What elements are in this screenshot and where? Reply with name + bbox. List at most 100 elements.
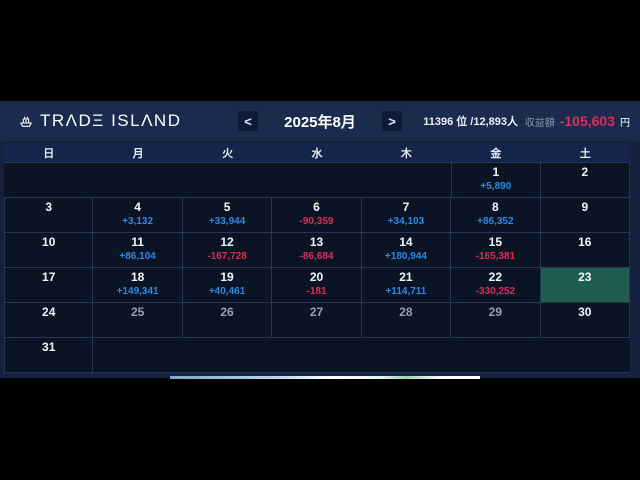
calendar-cell[interactable]: 25 [93,303,183,338]
day-number: 20 [309,270,324,284]
day-number: 8 [492,200,499,214]
calendar-cell[interactable]: 4 +3,132 [93,198,183,233]
daily-profit-value: +180,944 [384,251,427,262]
ship-icon [18,113,34,129]
day-number: 30 [578,305,592,319]
daily-profit-value: +86,104 [119,251,156,262]
calendar-cell[interactable]: 10 [4,233,94,268]
profit-unit: 円 [620,117,630,129]
weekday-label: 土 [579,147,591,160]
ranking-text: 11396 位 /12,893人 [423,116,518,128]
calendar-cell[interactable]: 8 +86,352 [451,198,541,233]
calendar-week-row: 1 +5,890 2 [4,163,630,198]
calendar-cell[interactable]: 2 [540,163,630,198]
calendar-cell[interactable]: 20 -181 [272,268,362,303]
calendar-cell[interactable]: 30 [540,303,630,338]
day-number: 25 [130,305,145,319]
calendar-week-row: 24 25 26 27 28 29 30 [4,303,630,338]
day-number: 21 [399,270,413,284]
calendar-cell[interactable]: 3 [4,198,94,233]
calendar-cell[interactable]: 5 +33,944 [182,198,273,233]
calendar-cell[interactable]: 6 -90,359 [272,198,362,233]
day-number: 10 [42,235,56,249]
daily-profit-value: +149,341 [116,286,159,297]
calendar-cell[interactable]: 22 -330,252 [451,268,541,303]
calendar-cell[interactable]: 26 [182,303,273,338]
profit-amount: -105,603 [559,113,615,129]
day-number: 12 [220,235,234,249]
calendar-cell[interactable]: 17 [4,268,94,303]
day-number: 16 [578,235,592,249]
calendar-cell[interactable]: 31 [4,338,94,373]
daily-profit-value: +5,890 [480,181,512,192]
calendar-cell[interactable]: 21 +114,711 [361,268,452,303]
calendar-cell-empty [361,163,452,198]
day-number: 24 [42,305,56,319]
calendar-cell[interactable]: 27 [272,303,362,338]
daily-profit-value: -181 [306,286,327,297]
day-number: 29 [488,305,503,319]
calendar-cell[interactable]: 11 +86,104 [93,233,183,268]
calendar-cell[interactable]: 23 [540,268,630,303]
trade-island-app: TRΛDΞ ISLΛND < 2025年8月 > 11396 位 /12,893… [0,101,640,378]
calendar-cell[interactable]: 24 [4,303,94,338]
day-number: 26 [220,305,234,319]
calendar-cell-empty [451,338,541,373]
calendar-grid: 日月火水木金土 1 +5,890 2 3 4 +3,132 5 +33,944 6 -90,359… [4,143,630,373]
weekday-header-row: 日月火水木金土 [4,143,630,163]
weekday-label: 火 [222,147,234,160]
calendar-cell[interactable]: 13 -86,684 [272,233,362,268]
profit-label: 収益額 [524,117,555,129]
calendar-cell-empty [182,338,273,373]
day-number: 6 [313,200,320,214]
calendar-cell[interactable]: 29 [451,303,541,338]
calendar-cell[interactable]: 14 +180,944 [361,233,452,268]
day-number: 5 [223,200,231,214]
day-number: 18 [130,270,145,284]
day-number: 4 [134,200,141,214]
weekday-label: 金 [490,147,502,160]
calendar-cell[interactable]: 1 +5,890 [451,163,541,198]
calendar-cell[interactable]: 28 [361,303,452,338]
calendar-cell[interactable]: 15 -165,381 [451,233,541,268]
day-number: 15 [488,235,503,249]
day-number: 17 [42,270,56,284]
daily-profit-value: -165,381 [475,251,516,262]
day-number: 27 [309,305,324,319]
weekday-label: 日 [43,147,55,160]
day-number: 3 [45,200,53,214]
daily-profit-value: +40,461 [208,286,246,297]
calendar-cell-empty [182,163,273,198]
current-month-label: 2025年8月 [284,113,356,131]
day-number: 19 [220,270,234,284]
weekday-label: 水 [311,147,323,160]
prev-month-button[interactable]: < [238,111,258,131]
calendar-week-row: 10 11 +86,104 12 -167,728 13 -86,684 14 +180,944… [4,233,630,268]
month-navigation: < 2025年8月 > [238,101,402,141]
daily-profit-value: -330,252 [475,286,516,297]
day-number: 31 [42,340,56,354]
next-month-button[interactable]: > [382,111,402,131]
day-number: 9 [581,200,589,214]
calendar-week-row: 31 [4,338,630,373]
calendar-cell[interactable]: 16 [540,233,630,268]
profit-summary: 収益額 -105,603 円 [525,101,630,141]
daily-profit-value: +33,944 [208,216,246,227]
daily-profit-value: +114,711 [385,286,427,297]
day-number: 13 [309,235,324,249]
calendar-cell[interactable]: 9 [540,198,630,233]
calendar-cell[interactable]: 7 +34,103 [361,198,452,233]
calendar-week-row: 3 4 +3,132 5 +33,944 6 -90,359 7 +34,103 8 +86,352… [4,198,630,233]
weekday-label: 木 [400,147,412,160]
calendar-cell[interactable]: 12 -167,728 [182,233,273,268]
calendar-cell[interactable]: 18 +149,341 [93,268,183,303]
daily-profit-value: -86,684 [299,251,334,262]
video-progress-bar[interactable] [170,376,480,379]
daily-profit-value: +86,352 [477,216,514,227]
day-number: 14 [399,235,413,249]
calendar-cell[interactable]: 19 +40,461 [182,268,273,303]
daily-profit-value: -167,728 [207,251,247,262]
calendar-cell-empty [361,338,452,373]
calendar-week-row: 17 18 +149,341 19 +40,461 20 -181 21 +114,711 22 -… [4,268,630,303]
calendar-cell-empty [93,163,183,198]
